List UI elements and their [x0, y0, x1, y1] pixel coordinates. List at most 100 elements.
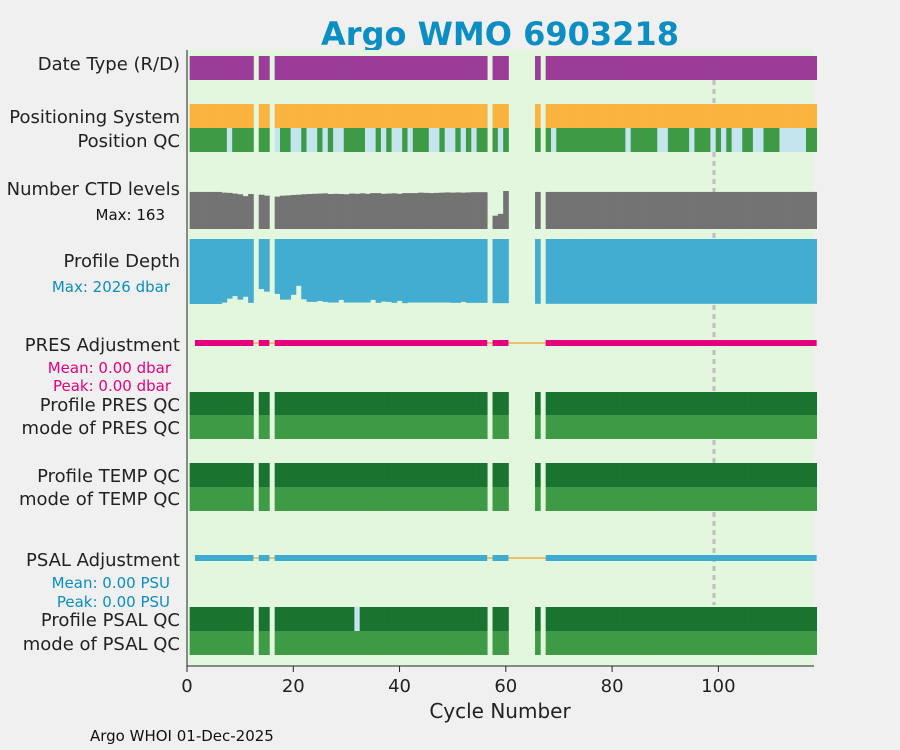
positioning-cell	[428, 104, 435, 128]
position-qc-cell	[795, 128, 802, 152]
ctd-bar	[768, 191, 775, 229]
mode-temp-qc-cell	[386, 487, 392, 511]
depth-bar	[375, 239, 382, 303]
depth-bar	[811, 239, 817, 304]
position-qc-cell	[550, 128, 557, 152]
ctd-bar	[683, 191, 690, 229]
profile-temp-qc-cell	[811, 463, 817, 487]
data-type-cell	[556, 56, 562, 80]
mode-temp-qc-cell	[407, 487, 414, 511]
mode-pres-qc-cell	[434, 415, 440, 439]
mode-temp-qc-cell	[582, 487, 589, 511]
mode-pres-qc-cell	[614, 415, 621, 439]
ctd-bar	[311, 193, 318, 229]
ctd-bar	[322, 193, 329, 229]
profile-psal-qc-cell	[391, 607, 398, 631]
mode-pres-qc-cell	[423, 415, 430, 439]
mode-pres-qc-cell	[790, 415, 796, 439]
mode-pres-qc-cell	[317, 415, 323, 439]
ctd-bar	[481, 192, 488, 229]
depth-bar	[386, 239, 392, 302]
position-qc-cell	[359, 128, 366, 152]
profile-temp-qc-cell	[550, 463, 557, 487]
positioning-cell	[811, 104, 817, 128]
mode-temp-qc-cell	[715, 487, 722, 511]
profile-temp-qc-cell	[365, 463, 371, 487]
data-type-cell	[694, 56, 701, 80]
data-type-cell	[200, 56, 206, 80]
position-qc-cell	[338, 128, 345, 152]
mode-psal-qc-cell	[673, 631, 679, 655]
position-qc-cell	[476, 128, 483, 152]
mode-temp-qc-cell	[705, 487, 711, 511]
profile-psal-qc-cell	[301, 607, 307, 631]
mode-pres-qc-cell	[784, 415, 791, 439]
label-mode-psal-qc: mode of PSAL QC	[23, 634, 180, 655]
mode-psal-qc-cell	[343, 631, 350, 655]
depth-bar	[221, 239, 228, 303]
profile-psal-qc-cell	[343, 607, 350, 631]
mode-pres-qc-cell	[497, 415, 504, 439]
position-qc-cell	[715, 128, 722, 152]
mode-temp-qc-cell	[790, 487, 796, 511]
positioning-cell	[588, 104, 594, 128]
data-type-cell	[811, 56, 817, 80]
ctd-bar	[444, 192, 451, 229]
positioning-cell	[242, 104, 249, 128]
position-qc-cell	[450, 128, 456, 152]
position-qc-cell	[279, 128, 286, 152]
profile-psal-qc-cell	[412, 607, 419, 631]
label-pres-adjustment: PRES Adjustment	[25, 335, 180, 356]
profile-psal-qc-cell	[216, 607, 222, 631]
profile-pres-qc-cell	[290, 392, 297, 415]
profile-pres-qc-cell	[200, 392, 206, 415]
profile-pres-qc-cell	[349, 392, 355, 415]
positioning-cell	[795, 104, 802, 128]
data-type-cell	[476, 56, 483, 80]
mode-psal-qc-cell	[795, 631, 802, 655]
mode-temp-qc-cell	[242, 487, 249, 511]
mode-pres-qc-cell	[391, 415, 398, 439]
mode-psal-qc-cell	[434, 631, 440, 655]
mode-pres-qc-cell	[545, 415, 552, 439]
mode-psal-qc-cell	[444, 631, 451, 655]
profile-pres-qc-cell	[322, 392, 329, 415]
mode-temp-qc-cell	[678, 487, 685, 511]
data-type-cell	[412, 56, 419, 80]
ctd-bar	[327, 194, 334, 229]
positioning-cell	[614, 104, 621, 128]
mode-psal-qc-cell	[481, 631, 488, 655]
mode-psal-qc-cell	[237, 631, 244, 655]
mode-psal-qc-cell	[572, 631, 578, 655]
mode-psal-qc-cell	[418, 631, 424, 655]
profile-temp-qc-cell	[572, 463, 578, 487]
mode-psal-qc-cell	[471, 631, 477, 655]
profile-psal-qc-cell	[768, 607, 775, 631]
mode-pres-qc-cell	[604, 415, 610, 439]
mode-pres-qc-cell	[620, 415, 626, 439]
position-qc-cell	[317, 128, 323, 152]
profile-psal-qc-cell	[550, 607, 557, 631]
data-type-cell	[779, 56, 786, 80]
ctd-bar	[641, 191, 647, 229]
depth-bar	[455, 239, 461, 303]
depth-bar	[800, 239, 807, 304]
label-profile-temp-qc: Profile TEMP QC	[37, 466, 180, 487]
profile-temp-qc-cell	[503, 463, 509, 487]
ctd-bar	[210, 191, 217, 229]
mode-psal-qc-cell	[226, 631, 233, 655]
data-type-cell	[327, 56, 334, 80]
position-qc-cell	[497, 128, 504, 152]
ctd-bar	[705, 191, 711, 229]
depth-bar	[625, 239, 632, 304]
data-type-cell	[657, 56, 663, 80]
mode-temp-qc-cell	[784, 487, 791, 511]
mode-pres-qc-cell	[258, 415, 265, 439]
profile-temp-qc-cell	[418, 463, 424, 487]
mode-psal-qc-cell	[285, 631, 291, 655]
depth-bar	[460, 239, 467, 302]
ctd-bar	[232, 193, 238, 229]
mode-psal-qc-cell	[306, 631, 313, 655]
ctd-bar	[274, 196, 281, 229]
mode-temp-qc-cell	[338, 487, 345, 511]
